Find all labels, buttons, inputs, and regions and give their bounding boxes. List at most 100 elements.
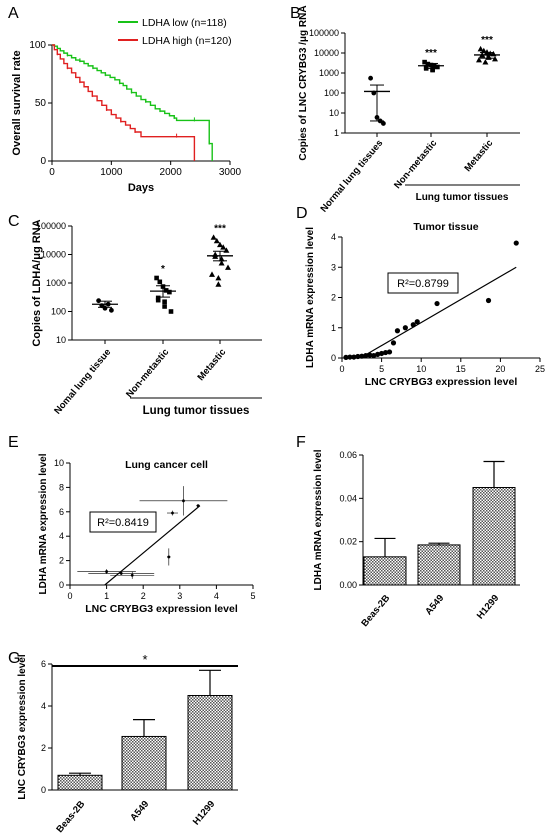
x-tick-label: 1 bbox=[104, 591, 109, 601]
panel-c-ldha-copies-chart: 10 100 1000 10000 100000 Nomal lung tissue Non… bbox=[31, 219, 262, 417]
data-point bbox=[381, 121, 386, 126]
x-tick-label: 15 bbox=[456, 364, 466, 374]
category-label: Non-metastic bbox=[392, 138, 439, 191]
category-label: Normal lung tissues bbox=[318, 138, 385, 215]
data-point bbox=[109, 307, 114, 313]
data-point bbox=[382, 349, 389, 356]
data-point bbox=[394, 328, 401, 334]
x-tick-label: 5 bbox=[250, 591, 255, 601]
y-tick-label: 100000 bbox=[309, 28, 339, 38]
data-point bbox=[435, 64, 440, 70]
data-point bbox=[476, 56, 482, 63]
data-point bbox=[210, 234, 217, 240]
y-tick-label: 0.04 bbox=[339, 493, 357, 503]
y-axis-label: LDHA mRNA expression level bbox=[38, 453, 49, 594]
x-tick-label: 3 bbox=[177, 591, 182, 601]
data-point bbox=[163, 288, 169, 293]
y-tick-label: 0 bbox=[41, 785, 46, 795]
y-axis-label: Overall survival rate bbox=[11, 50, 23, 155]
panel-letter-d: D bbox=[296, 205, 308, 222]
y-axis-label: LDHA mRNA expression level bbox=[305, 227, 316, 368]
data-point bbox=[513, 240, 519, 246]
data-point bbox=[220, 244, 227, 250]
category-label: Metastic bbox=[195, 347, 228, 383]
significance-marker: * bbox=[161, 264, 165, 275]
data-point bbox=[430, 67, 435, 73]
data-point bbox=[482, 59, 489, 65]
y-tick-label: 10 bbox=[56, 335, 66, 345]
y-tick-label: 1 bbox=[331, 323, 336, 333]
category-label: H1299 bbox=[191, 799, 217, 828]
data-point bbox=[434, 300, 440, 307]
data-point bbox=[154, 275, 159, 281]
x-tick-label: 20 bbox=[495, 364, 505, 374]
data-point bbox=[390, 340, 397, 346]
y-tick-label: 6 bbox=[41, 659, 46, 669]
y-tick-label: 8 bbox=[59, 482, 64, 492]
y-axis-label: LDHA mRNA expression level bbox=[313, 449, 324, 590]
y-tick-label: 6 bbox=[59, 507, 64, 517]
data-point bbox=[375, 351, 381, 357]
y-tick-label: 100000 bbox=[36, 221, 66, 231]
y-tick-label: 0.06 bbox=[339, 450, 357, 460]
y-tick-label: 10000 bbox=[41, 250, 66, 260]
y-tick-label: 1000 bbox=[319, 68, 339, 78]
data-point bbox=[414, 319, 420, 325]
bar bbox=[121, 735, 167, 791]
data-point bbox=[484, 49, 490, 55]
data-point bbox=[130, 573, 134, 577]
data-point bbox=[379, 350, 385, 357]
panel-letter-g: G bbox=[8, 650, 20, 667]
significance-marker: *** bbox=[425, 48, 437, 59]
panel-b-crybg3-copies-chart: 1 10 100 1000 10000 100000 Normal lung tissues… bbox=[298, 5, 520, 214]
panel-e-cell-correlation-chart: 0 2 4 6 8 10 0 1 2 3 4 5 LDHA mRNA expression level L… bbox=[38, 453, 256, 615]
bar bbox=[363, 556, 407, 586]
x-tick-label: 25 bbox=[535, 364, 545, 374]
data-point bbox=[368, 75, 373, 81]
y-tick-label: 2 bbox=[41, 743, 46, 753]
y-axis-label: LNC CRYBG3 expression level bbox=[17, 654, 28, 799]
data-point bbox=[363, 352, 369, 359]
data-point bbox=[355, 353, 361, 360]
panel-letter-e: E bbox=[8, 434, 19, 451]
y-tick-label: 100 bbox=[324, 88, 339, 98]
data-point bbox=[225, 264, 231, 270]
y-tick-label: 0 bbox=[40, 156, 46, 167]
group-label: Lung tumor tissues bbox=[143, 405, 250, 417]
data-point bbox=[351, 354, 357, 360]
y-tick-label: 0 bbox=[59, 580, 64, 590]
y-tick-label: 1000 bbox=[46, 278, 66, 288]
category-label: Beas-2B bbox=[359, 593, 392, 629]
chart-title: Lung cancer cell bbox=[125, 459, 208, 471]
data-point bbox=[485, 297, 492, 304]
data-point bbox=[171, 511, 174, 515]
chart-title: Tumor tissue bbox=[413, 221, 478, 233]
panel-letter-a: A bbox=[8, 5, 19, 22]
x-tick-label: 4 bbox=[214, 591, 219, 601]
data-point bbox=[410, 322, 416, 328]
legend-label: LDHA high (n=120) bbox=[142, 35, 232, 47]
survival-line-low bbox=[52, 44, 213, 161]
r-squared-label: R²=0.8419 bbox=[97, 517, 149, 529]
y-tick-label: 4 bbox=[331, 232, 336, 242]
x-axis-label: LNC CRYBG3 expression level bbox=[85, 603, 238, 615]
y-tick-label: 4 bbox=[59, 531, 64, 541]
data-point bbox=[162, 304, 167, 309]
category-label: Metastic bbox=[462, 138, 495, 174]
r-squared-box bbox=[89, 511, 157, 533]
y-tick-label: 0.02 bbox=[339, 537, 357, 547]
data-point bbox=[218, 260, 225, 266]
data-point bbox=[215, 281, 222, 287]
bar bbox=[187, 695, 233, 791]
r-squared-label: R²=0.8799 bbox=[397, 278, 449, 290]
survival-line-high bbox=[52, 44, 196, 161]
y-tick-label: 2 bbox=[59, 556, 64, 566]
y-tick-label: 0 bbox=[331, 353, 336, 363]
data-point bbox=[425, 61, 431, 67]
panel-f-ldha-bar-chart: 0.00 0.02 0.04 0.06 LDHA mRNA expression lev… bbox=[313, 449, 520, 629]
category-label: H1299 bbox=[475, 593, 501, 622]
category-label: Non-metastic bbox=[124, 347, 171, 400]
x-axis-label: LNC CRYBG3 expression level bbox=[365, 376, 518, 388]
